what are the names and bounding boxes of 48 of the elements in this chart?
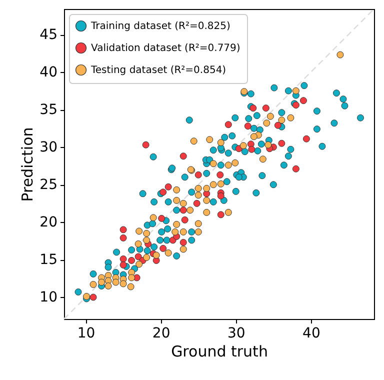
- point: [164, 183, 172, 190]
- x-tick-label: 20: [152, 326, 170, 342]
- point: [120, 234, 127, 242]
- y-tick-label: 45: [40, 27, 58, 44]
- point: [292, 165, 300, 172]
- y-tick-label: 10: [40, 290, 58, 306]
- y-tick-label: 30: [40, 140, 58, 156]
- legend-label: Testing dataset (R²=0.854): [90, 65, 226, 76]
- y-tick-label: 25: [40, 177, 58, 194]
- y-tick-label: 15: [40, 252, 58, 268]
- point: [120, 226, 127, 234]
- point: [300, 97, 307, 104]
- x-tick-label: 10: [77, 326, 96, 342]
- y-tick-label: 35: [40, 102, 58, 118]
- point: [194, 171, 202, 178]
- y-axis-title: Prediction: [18, 127, 37, 202]
- point: [120, 261, 127, 268]
- y-tick-label: 20: [40, 214, 58, 231]
- point: [160, 188, 167, 196]
- point: [90, 294, 97, 301]
- point: [142, 141, 150, 148]
- point: [216, 171, 224, 178]
- x-axis-title: Ground truth: [171, 342, 268, 360]
- point: [180, 238, 187, 246]
- point: [274, 122, 282, 129]
- point: [248, 146, 256, 153]
- point: [160, 244, 167, 252]
- point: [262, 104, 270, 112]
- legend-label: Training dataset (R²=0.825): [90, 21, 230, 32]
- point: [250, 104, 257, 112]
- x-tick-label: 40: [302, 326, 320, 342]
- x-tick-label: 30: [227, 326, 246, 342]
- point: [128, 256, 136, 264]
- point: [193, 200, 200, 207]
- point: [134, 253, 142, 260]
- legend-label: Validation dataset (R²=0.779): [91, 43, 240, 54]
- point: [302, 135, 310, 142]
- point: [278, 140, 286, 147]
- point: [181, 216, 188, 224]
- y-tick-label: 40: [40, 64, 58, 81]
- point: [224, 121, 232, 128]
- point: [120, 255, 127, 262]
- point: [217, 192, 224, 200]
- point: [180, 206, 187, 214]
- point: [217, 211, 224, 218]
- point: [244, 122, 252, 130]
- point: [158, 214, 166, 222]
- point: [180, 152, 187, 160]
